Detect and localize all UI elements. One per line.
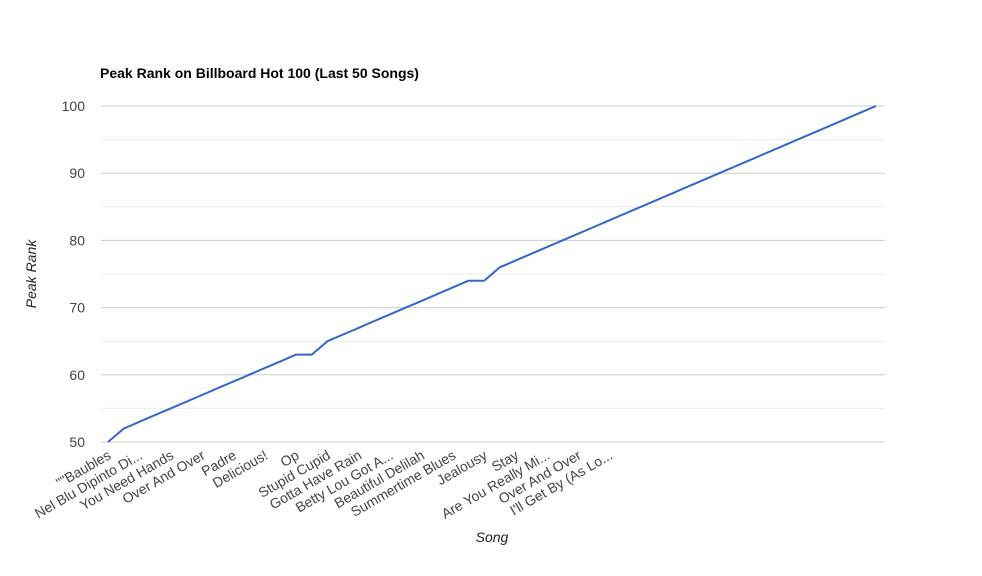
data-point — [105, 439, 111, 445]
data-point — [513, 258, 519, 264]
data-point — [356, 325, 362, 331]
data-point — [669, 190, 675, 196]
y-tick-label: 100 — [62, 98, 86, 114]
data-point — [309, 352, 315, 358]
data-point — [262, 365, 268, 371]
data-point — [293, 352, 299, 358]
y-tick-label: 70 — [69, 300, 85, 316]
data-point — [654, 197, 660, 203]
data-point — [575, 231, 581, 237]
y-tick-label: 90 — [69, 165, 85, 181]
data-point — [419, 298, 425, 304]
data-point — [152, 412, 158, 418]
data-point — [387, 311, 393, 317]
x-axis-title: Song — [476, 529, 509, 545]
data-point — [826, 123, 832, 129]
y-axis-ticks: 50 60 70 80 90 100 — [62, 98, 86, 450]
data-point — [795, 137, 801, 143]
data-point — [215, 385, 221, 391]
data-point — [701, 177, 707, 183]
data-point — [277, 358, 283, 364]
data-point — [732, 164, 738, 170]
data-point — [638, 204, 644, 210]
data-point — [748, 157, 754, 163]
data-point — [497, 264, 503, 270]
data-point — [371, 318, 377, 324]
data-point — [466, 278, 472, 284]
data-point — [481, 278, 487, 284]
data-point — [528, 251, 534, 257]
data-point — [434, 291, 440, 297]
y-tick-label: 80 — [69, 232, 85, 248]
chart-title: Peak Rank on Billboard Hot 100 (Last 50 … — [100, 65, 419, 81]
data-point — [121, 426, 127, 432]
y-tick-label: 60 — [69, 367, 85, 383]
data-point — [544, 244, 550, 250]
data-point — [136, 419, 142, 425]
data-point — [230, 379, 236, 385]
data-point — [168, 405, 174, 411]
y-tick-label: 50 — [69, 434, 85, 450]
data-point — [763, 150, 769, 156]
y-axis-title: Peak Rank — [23, 239, 39, 308]
data-point — [591, 224, 597, 230]
data-point — [842, 116, 848, 122]
data-point — [779, 143, 785, 149]
data-point — [324, 338, 330, 344]
data-point — [183, 399, 189, 405]
data-point — [199, 392, 205, 398]
data-point — [685, 184, 691, 190]
data-point — [622, 211, 628, 217]
data-point — [403, 305, 409, 311]
data-point — [607, 217, 613, 223]
series-layer — [105, 103, 879, 445]
data-point — [810, 130, 816, 136]
data-point — [450, 284, 456, 290]
data-point — [560, 237, 566, 243]
data-point — [340, 332, 346, 338]
grid — [101, 105, 885, 443]
series-line — [107, 105, 877, 443]
data-point — [857, 110, 863, 116]
data-point — [873, 103, 879, 109]
data-point — [246, 372, 252, 378]
data-point — [716, 170, 722, 176]
